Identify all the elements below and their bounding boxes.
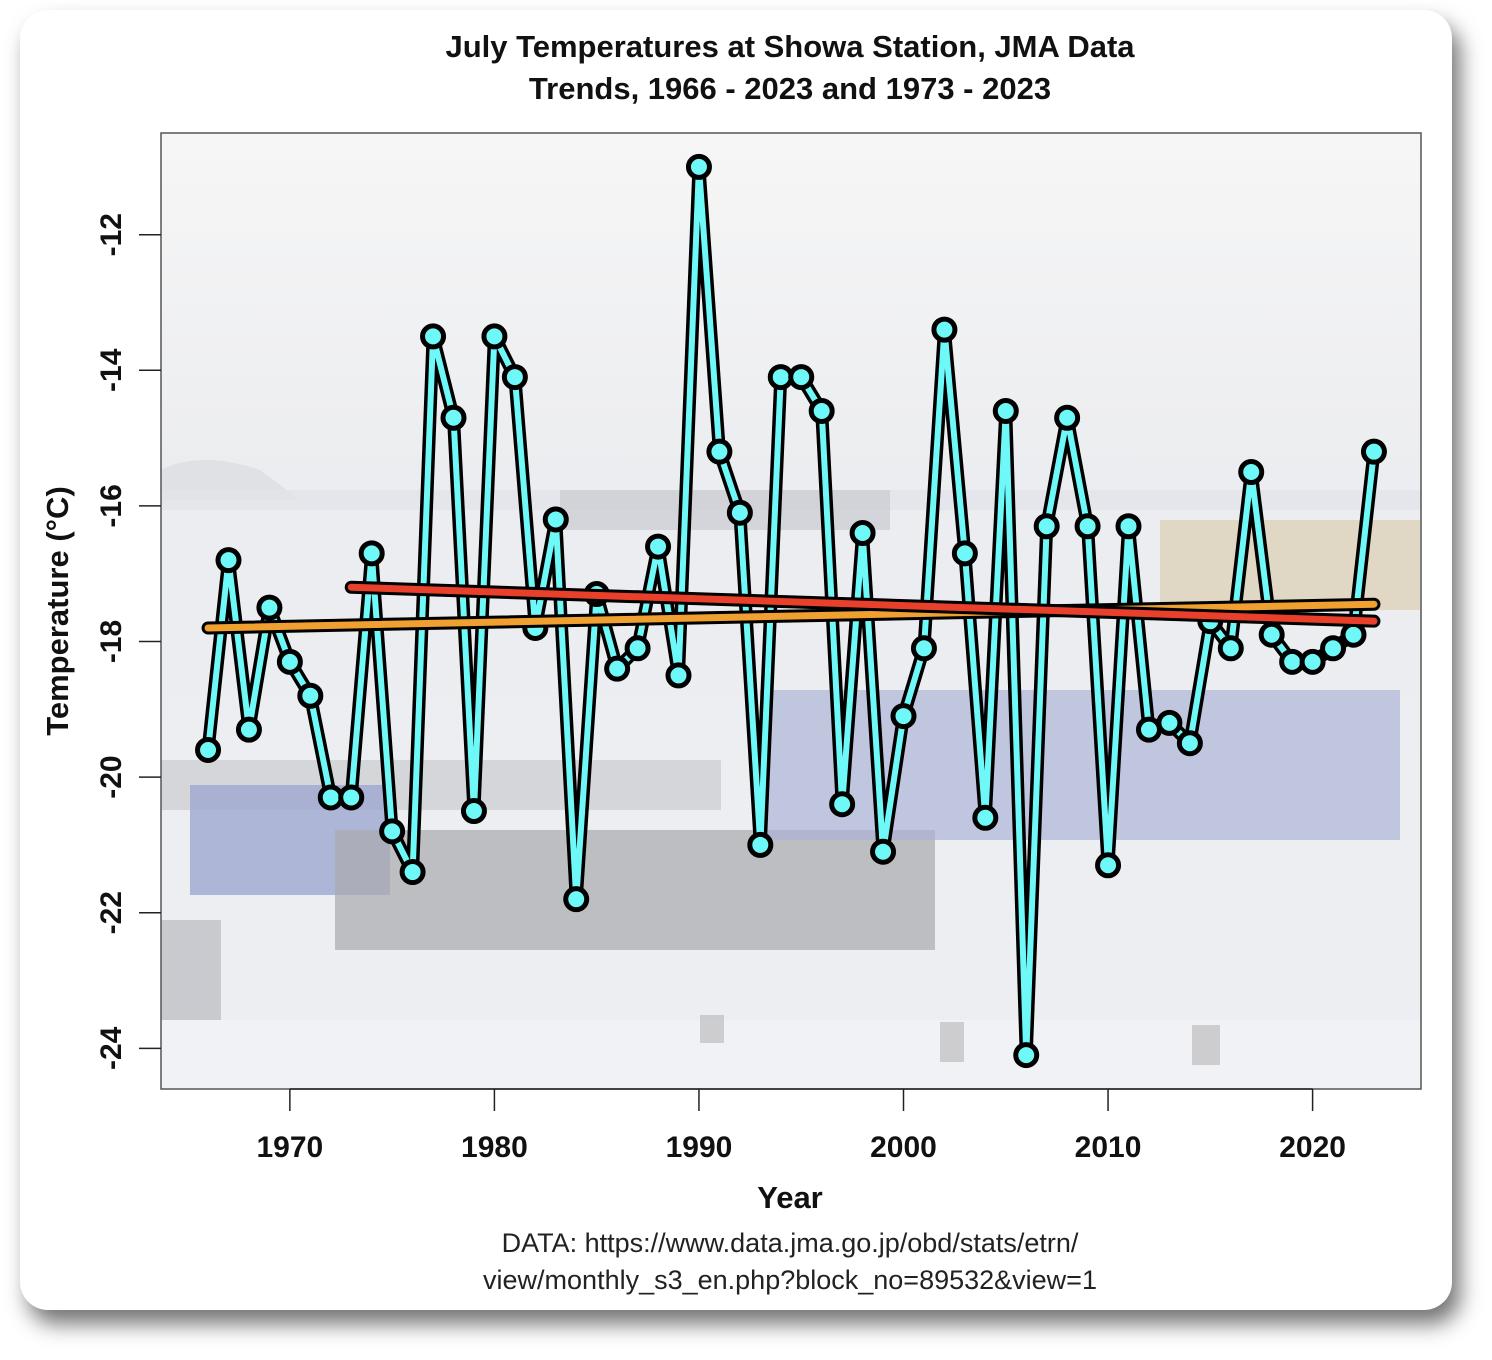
source-line-1: DATA: https://www.data.jma.go.jp/obd/sta… — [502, 1228, 1079, 1258]
data-point — [460, 798, 487, 825]
data-point — [1320, 635, 1347, 662]
x-axis: 1970 1980 1990 2000 2010 2020 — [256, 1088, 1346, 1164]
y-tick-label: -16 — [95, 484, 128, 527]
data-point — [379, 818, 406, 845]
data-point — [358, 540, 385, 567]
data-point — [1033, 513, 1060, 540]
data-point — [849, 520, 876, 547]
data-point — [215, 547, 242, 574]
data-point — [931, 316, 958, 343]
x-tick-label: 2000 — [870, 1131, 937, 1164]
data-point — [604, 655, 631, 682]
data-point — [399, 859, 426, 886]
data-point — [767, 364, 794, 391]
data-point — [542, 506, 569, 533]
data-point — [338, 784, 365, 811]
source-line-2: view/monthly_s3_en.php?block_no=89532&vi… — [483, 1265, 1097, 1295]
chart-subtitle: Trends, 1966 - 2023 and 1973 - 2023 — [529, 71, 1051, 106]
x-tick-label: 2020 — [1279, 1131, 1346, 1164]
data-point — [1360, 438, 1387, 465]
data-point — [1115, 513, 1142, 540]
data-point — [788, 364, 815, 391]
data-point — [195, 736, 222, 763]
data-point — [685, 153, 712, 180]
data-point — [420, 323, 447, 350]
data-point — [972, 804, 999, 831]
data-point — [235, 716, 262, 743]
data-point — [276, 648, 303, 675]
y-tick-label: -24 — [95, 1026, 128, 1070]
data-point — [297, 682, 324, 709]
data-point — [1217, 635, 1244, 662]
data-point — [563, 886, 590, 913]
x-tick-label: 1970 — [256, 1131, 323, 1164]
trend-line — [204, 600, 1378, 632]
data-point — [1054, 404, 1081, 431]
data-point — [1074, 513, 1101, 540]
data-point — [992, 397, 1019, 424]
data-point — [440, 404, 467, 431]
data-point — [1238, 459, 1265, 486]
data-point — [256, 594, 283, 621]
x-tick-label: 1990 — [666, 1131, 733, 1164]
data-point — [1156, 709, 1183, 736]
data-point — [1176, 730, 1203, 757]
y-axis-label: Temperature (°C) — [40, 486, 75, 736]
y-axis: -12 -14 -16 -18 -20 -22 -24 — [95, 213, 161, 1070]
data-point — [808, 397, 835, 424]
data-point — [1135, 716, 1162, 743]
data-point — [726, 499, 753, 526]
y-tick-label: -14 — [95, 348, 128, 392]
y-tick-label: -12 — [95, 213, 128, 256]
data-point — [1095, 852, 1122, 879]
data-point — [645, 533, 672, 560]
data-point — [870, 838, 897, 865]
data-point — [1013, 1042, 1040, 1069]
data-point — [890, 703, 917, 730]
data-point — [829, 791, 856, 818]
data-point — [624, 635, 651, 662]
trend-layer — [201, 580, 1381, 635]
data-point — [747, 831, 774, 858]
data-point — [910, 635, 937, 662]
x-tick-label: 2010 — [1075, 1131, 1142, 1164]
x-axis-label: Year — [757, 1180, 823, 1215]
x-tick-label: 1980 — [461, 1131, 528, 1164]
data-point — [1299, 648, 1326, 675]
data-point — [501, 364, 528, 391]
y-tick-label: -18 — [95, 620, 128, 663]
data-point — [481, 323, 508, 350]
data-point — [951, 540, 978, 567]
data-point — [706, 438, 733, 465]
series-layer — [195, 153, 1387, 1069]
data-point — [665, 662, 692, 689]
data-point — [1340, 621, 1367, 648]
y-tick-label: -20 — [95, 755, 128, 798]
y-tick-label: -22 — [95, 891, 128, 934]
data-point — [1279, 648, 1306, 675]
data-point — [1258, 621, 1285, 648]
data-point — [317, 784, 344, 811]
chart-title: July Temperatures at Showa Station, JMA … — [445, 29, 1135, 64]
trend-line — [347, 583, 1378, 625]
